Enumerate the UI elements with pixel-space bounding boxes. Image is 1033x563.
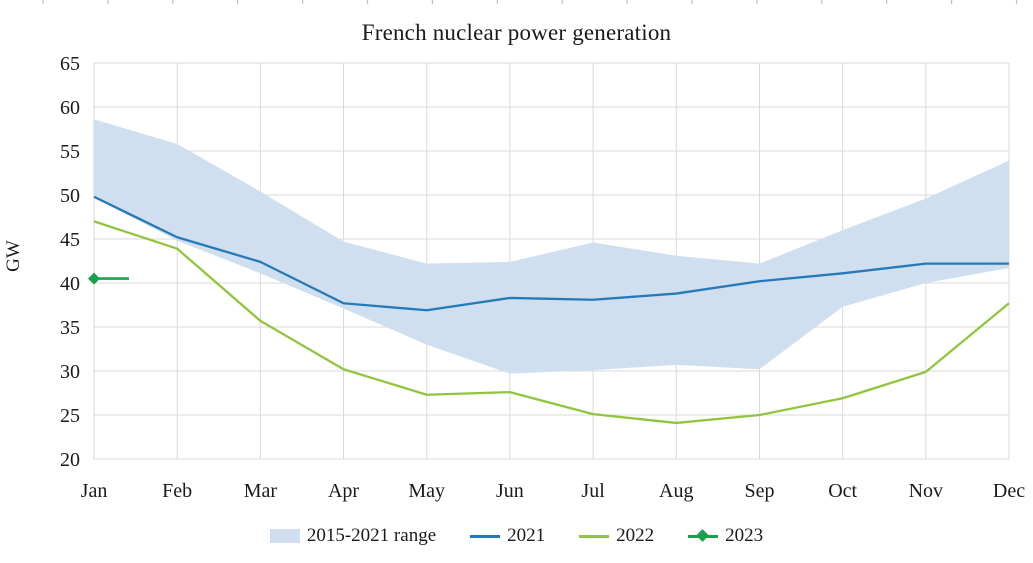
- chart-title: French nuclear power generation: [361, 20, 672, 45]
- x-tick-label: Jan: [81, 480, 108, 502]
- legend-label-2023: 2023: [725, 525, 764, 546]
- y-tick-label: 20: [60, 449, 80, 471]
- legend-item-range: 2015-2021 range: [269, 525, 437, 547]
- x-tick-label: Sep: [744, 480, 774, 502]
- series-line-2021: [93, 195, 1009, 312]
- x-tick-label: Dec: [993, 480, 1025, 502]
- legend-item-2023: 2023: [688, 525, 763, 547]
- legend-label-2021: 2021: [507, 525, 546, 546]
- y-tick-label: 65: [60, 53, 80, 75]
- x-tick-label: Oct: [828, 480, 857, 502]
- x-tick-label: Feb: [162, 480, 192, 502]
- y-tick-label: 55: [60, 141, 80, 163]
- x-tick-label: Mar: [244, 480, 278, 502]
- line-2022-swatch-icon: [579, 534, 610, 538]
- y-tick-label: 25: [60, 405, 80, 427]
- legend-item-2022: 2022: [579, 525, 654, 547]
- line-2023-swatch-icon: [688, 529, 719, 542]
- legend-item-2021: 2021: [470, 525, 545, 547]
- y-tick-label: 60: [60, 97, 80, 119]
- y-tick-label: 40: [60, 273, 80, 295]
- legend-label-2022: 2022: [616, 525, 655, 546]
- range-band: [94, 119, 1009, 374]
- x-tick-label: Aug: [659, 480, 693, 502]
- y-tick-label: 30: [60, 361, 80, 383]
- legend-label-range: 2015-2021 range: [306, 525, 437, 546]
- series-marker-2023: [88, 272, 100, 285]
- y-tick-label: 35: [60, 317, 80, 339]
- x-tick-label: Apr: [328, 480, 359, 502]
- y-tick-label: 45: [60, 229, 80, 251]
- legend: 2015-2021 range 2021 2022 2023: [0, 525, 1033, 547]
- x-tick-label: Nov: [909, 480, 943, 502]
- diamond-marker-icon: [696, 529, 710, 542]
- line-2021-swatch-icon: [470, 534, 501, 538]
- x-tick-label: Jul: [581, 480, 605, 502]
- y-tick-label: 50: [60, 185, 80, 207]
- x-tick-label: May: [408, 480, 445, 502]
- series-line-2022: [93, 220, 1010, 425]
- range-band-swatch-icon: [269, 529, 300, 543]
- x-tick-label: Jun: [496, 480, 524, 502]
